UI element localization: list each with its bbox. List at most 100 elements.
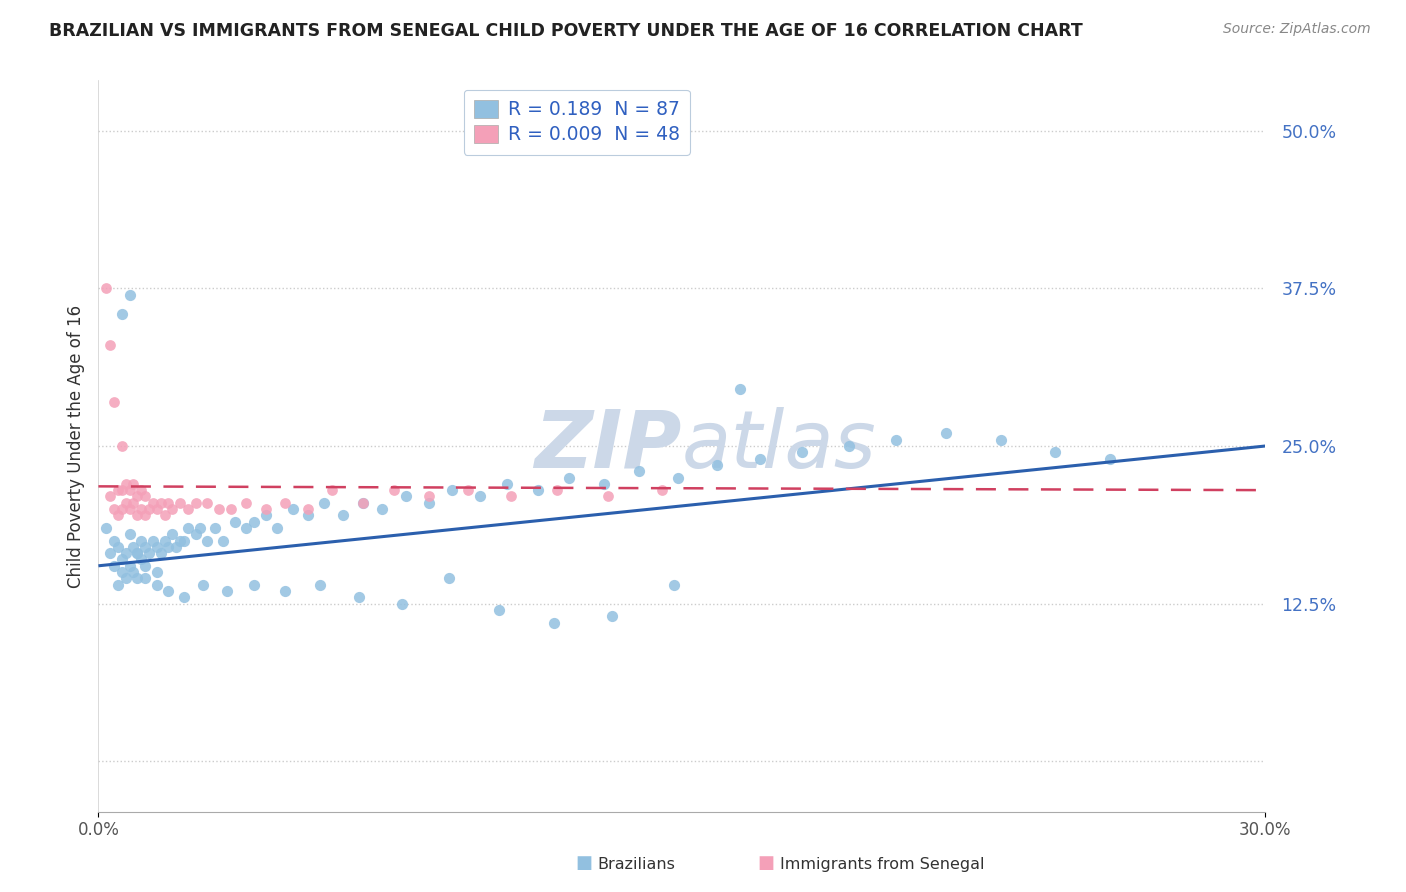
Point <box>114 496 136 510</box>
Point <box>173 533 195 548</box>
Point <box>254 502 277 516</box>
Point <box>122 496 145 510</box>
Point <box>122 565 145 579</box>
Point <box>195 533 218 548</box>
Point <box>127 546 149 560</box>
Point <box>134 508 156 523</box>
Point <box>281 502 304 516</box>
Point <box>371 502 394 516</box>
Text: ■: ■ <box>575 855 592 872</box>
Point <box>235 521 257 535</box>
Point <box>98 490 121 504</box>
Point <box>111 502 134 516</box>
Point <box>332 508 354 523</box>
Point <box>103 533 125 548</box>
Point <box>243 578 266 592</box>
Point <box>157 584 180 599</box>
Point <box>1098 451 1121 466</box>
Point <box>1045 445 1067 459</box>
Point <box>468 490 491 504</box>
Point <box>157 540 180 554</box>
Point <box>543 615 565 630</box>
Point <box>212 533 235 548</box>
Point <box>391 597 413 611</box>
Point <box>146 578 169 592</box>
Point <box>111 439 134 453</box>
Point <box>129 552 152 566</box>
Point <box>118 527 141 541</box>
Point <box>118 287 141 301</box>
Point <box>274 584 297 599</box>
Text: Brazilians: Brazilians <box>598 857 675 872</box>
Point <box>600 609 623 624</box>
Point <box>107 483 129 497</box>
Point <box>173 591 195 605</box>
Point <box>437 571 460 585</box>
Point <box>935 426 957 441</box>
Point <box>730 382 752 396</box>
Point <box>593 476 616 491</box>
Point <box>527 483 550 497</box>
Point <box>651 483 673 497</box>
Point <box>153 533 176 548</box>
Point <box>596 490 619 504</box>
Point <box>990 433 1012 447</box>
Point <box>347 591 370 605</box>
Point <box>107 578 129 592</box>
Point <box>157 496 180 510</box>
Point <box>177 521 200 535</box>
Point <box>118 558 141 573</box>
Point <box>103 502 125 516</box>
Point <box>706 458 728 472</box>
Point <box>146 540 169 554</box>
Point <box>215 584 238 599</box>
Point <box>149 546 172 560</box>
Point <box>134 558 156 573</box>
Point <box>177 502 200 516</box>
Point <box>499 490 522 504</box>
Y-axis label: Child Poverty Under the Age of 16: Child Poverty Under the Age of 16 <box>66 304 84 588</box>
Point <box>153 508 176 523</box>
Point <box>254 508 277 523</box>
Point <box>103 558 125 573</box>
Point <box>103 395 125 409</box>
Point <box>208 502 231 516</box>
Point <box>558 470 581 484</box>
Point <box>297 508 319 523</box>
Point <box>142 533 165 548</box>
Point <box>111 483 134 497</box>
Point <box>184 496 207 510</box>
Point <box>98 338 121 352</box>
Point <box>118 502 141 516</box>
Point <box>114 476 136 491</box>
Point <box>134 490 156 504</box>
Point <box>395 490 418 504</box>
Point <box>96 281 118 295</box>
Point <box>662 578 685 592</box>
Text: ■: ■ <box>758 855 775 872</box>
Point <box>122 540 145 554</box>
Point <box>129 533 152 548</box>
Point <box>418 490 440 504</box>
Point <box>418 496 440 510</box>
Point <box>114 571 136 585</box>
Point <box>352 496 374 510</box>
Point <box>666 470 689 484</box>
Point <box>96 521 118 535</box>
Point <box>129 502 152 516</box>
Point <box>309 578 332 592</box>
Point <box>884 433 907 447</box>
Point <box>114 546 136 560</box>
Point <box>169 496 191 510</box>
Point <box>297 502 319 516</box>
Point <box>169 533 191 548</box>
Point <box>457 483 479 497</box>
Point <box>127 546 149 560</box>
Text: atlas: atlas <box>682 407 877 485</box>
Point <box>382 483 405 497</box>
Point <box>146 565 169 579</box>
Point <box>122 476 145 491</box>
Point <box>129 483 152 497</box>
Point <box>111 307 134 321</box>
Point <box>792 445 814 459</box>
